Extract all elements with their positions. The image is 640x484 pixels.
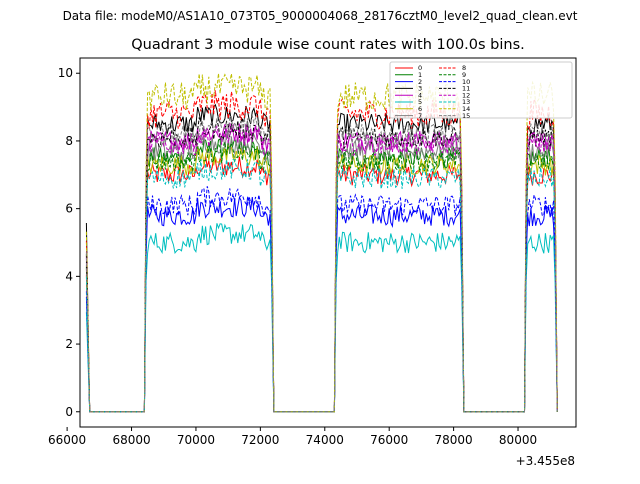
y-tick-label: 8 bbox=[65, 134, 73, 148]
x-tick-label: 78000 bbox=[435, 433, 473, 447]
legend-label-1: 1 bbox=[418, 71, 422, 79]
chart-suptitle: Data file: modeM0/AS1A10_073T05_90000040… bbox=[63, 9, 578, 23]
x-tick-label: 72000 bbox=[241, 433, 279, 447]
series-line-8 bbox=[85, 90, 558, 413]
series-line-4 bbox=[85, 122, 558, 413]
series-line-12 bbox=[85, 123, 558, 413]
axes-frame bbox=[79, 57, 577, 428]
series-line-5 bbox=[85, 223, 558, 413]
series-line-11 bbox=[85, 116, 558, 413]
legend-label-11: 11 bbox=[462, 85, 470, 93]
legend-label-9: 9 bbox=[462, 71, 466, 79]
legend-label-4: 4 bbox=[418, 91, 422, 99]
x-tick-label: 66000 bbox=[48, 433, 86, 447]
series-line-0 bbox=[85, 156, 558, 413]
legend-label-12: 12 bbox=[462, 91, 470, 99]
x-tick-label: 70000 bbox=[177, 433, 215, 447]
plot-lines bbox=[85, 73, 558, 413]
x-tick-label: 68000 bbox=[112, 433, 150, 447]
legend-label-0: 0 bbox=[418, 64, 422, 72]
legend-box bbox=[389, 61, 573, 119]
x-tick-label: 76000 bbox=[370, 433, 408, 447]
series-line-10 bbox=[85, 186, 558, 413]
series-line-9 bbox=[85, 140, 558, 413]
legend-label-2: 2 bbox=[418, 78, 422, 86]
x-axis-offset-label: +3.455e8 bbox=[516, 454, 575, 468]
legend-label-6: 6 bbox=[418, 105, 422, 113]
y-tick-label: 10 bbox=[58, 66, 73, 80]
legend-label-14: 14 bbox=[462, 105, 470, 113]
legend-label-10: 10 bbox=[462, 78, 470, 86]
series-line-13 bbox=[85, 159, 558, 413]
legend-label-5: 5 bbox=[418, 98, 422, 106]
series-line-2 bbox=[85, 196, 558, 413]
legend-label-13: 13 bbox=[462, 98, 470, 106]
y-tick-label: 6 bbox=[65, 202, 73, 216]
y-tick-label: 0 bbox=[65, 405, 73, 419]
series-line-7 bbox=[85, 132, 558, 413]
x-tick-label: 74000 bbox=[306, 433, 344, 447]
legend-label-3: 3 bbox=[418, 85, 422, 93]
series-line-15 bbox=[85, 114, 558, 413]
x-axis: 66000 68000 70000 72000 74000 76000 78000 80000 bbox=[48, 427, 537, 447]
y-tick-label: 4 bbox=[65, 269, 73, 283]
y-axis: 0 2 4 6 8 10 bbox=[58, 66, 80, 419]
x-tick-label: 80000 bbox=[499, 433, 537, 447]
series-line-6 bbox=[85, 145, 558, 413]
legend-label-8: 8 bbox=[462, 64, 466, 72]
chart-title: Quadrant 3 module wise count rates with … bbox=[131, 37, 525, 53]
legend-label-7: 7 bbox=[418, 112, 422, 120]
y-tick-label: 2 bbox=[65, 337, 73, 351]
legend-label-15: 15 bbox=[462, 112, 470, 120]
